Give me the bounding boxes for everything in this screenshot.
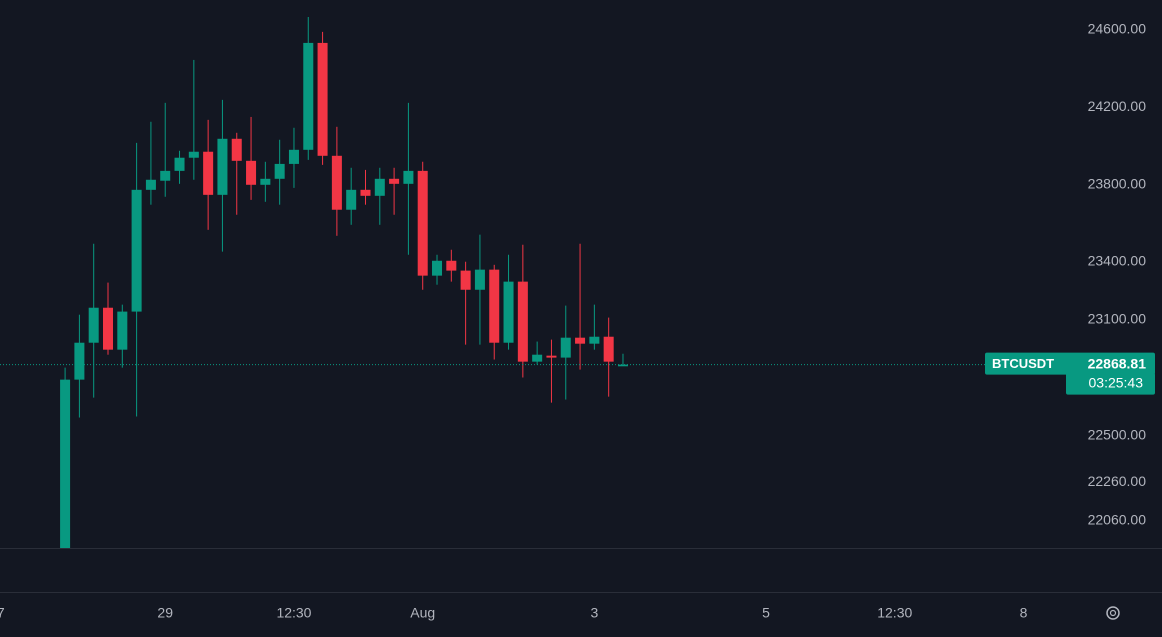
price-badge xyxy=(985,352,1155,375)
x-tick-label: 5 xyxy=(762,605,770,621)
last-price-label: 22868.81 xyxy=(1088,355,1147,371)
candle-body xyxy=(117,311,128,350)
x-tick-label: Aug xyxy=(410,605,435,621)
candle-body xyxy=(188,151,199,158)
candle-body xyxy=(346,189,357,210)
candle-body xyxy=(303,42,314,150)
candle-body xyxy=(102,307,114,350)
candle-body xyxy=(274,163,285,179)
candle-body xyxy=(417,170,428,276)
candle-body xyxy=(60,379,71,548)
candle-body xyxy=(432,260,443,276)
candle-body xyxy=(160,170,171,181)
y-tick-label: 22500.00 xyxy=(1088,427,1147,443)
candle-body xyxy=(217,138,228,195)
gear[interactable] xyxy=(1106,606,1120,620)
y-tick-label: 23800.00 xyxy=(1088,175,1147,191)
x-tick-label: 12:30 xyxy=(276,605,311,621)
candle-body xyxy=(145,179,156,190)
y-tick-label: 24600.00 xyxy=(1088,21,1147,37)
candle-body xyxy=(74,342,85,380)
candle-body xyxy=(517,281,528,362)
y-tick-label: 22060.00 xyxy=(1088,512,1147,528)
countdown-label: 03:25:43 xyxy=(1089,374,1144,390)
candle-body xyxy=(88,307,99,343)
candle-body xyxy=(231,138,242,161)
candle-body xyxy=(617,364,628,367)
x-tick-label: 8 xyxy=(1020,605,1028,621)
candle-body xyxy=(560,337,571,358)
candle-body xyxy=(589,336,600,344)
candle-body xyxy=(603,336,614,362)
candle-body xyxy=(532,354,543,362)
candle-body xyxy=(246,160,257,185)
gear-center[interactable] xyxy=(1109,609,1117,617)
x-tick-label: 29 xyxy=(157,605,173,621)
x-tick-label: 3 xyxy=(590,605,598,621)
candle-body xyxy=(460,270,471,290)
candle-body xyxy=(503,281,514,343)
symbol-label: BTCUSDT xyxy=(992,356,1054,371)
candle-body xyxy=(446,260,457,271)
candle-body xyxy=(331,155,342,210)
candle-body xyxy=(403,170,414,184)
candle-body xyxy=(260,178,271,185)
y-tick-label: 23100.00 xyxy=(1088,311,1147,327)
candle-body xyxy=(474,269,485,290)
candle-body xyxy=(489,269,500,343)
candle-body xyxy=(317,42,328,156)
candle-body xyxy=(131,189,142,312)
settings-icon[interactable] xyxy=(1106,606,1120,620)
candle-body xyxy=(288,149,299,164)
candle-body xyxy=(546,355,557,358)
x-tick-label: 7 xyxy=(0,605,5,621)
y-tick-label: 22260.00 xyxy=(1088,473,1147,489)
plot-pane xyxy=(60,17,628,548)
y-tick-label: 24200.00 xyxy=(1088,98,1147,114)
candle-body xyxy=(575,337,586,344)
candle-body xyxy=(374,178,385,196)
x-tick-label: 12:30 xyxy=(877,605,912,621)
y-tick-label: 23400.00 xyxy=(1088,253,1147,269)
countdown-badge xyxy=(1066,372,1155,395)
candle-body xyxy=(203,151,214,195)
candle-body xyxy=(389,178,400,184)
candle-body xyxy=(174,157,185,171)
candle-body xyxy=(360,189,371,196)
